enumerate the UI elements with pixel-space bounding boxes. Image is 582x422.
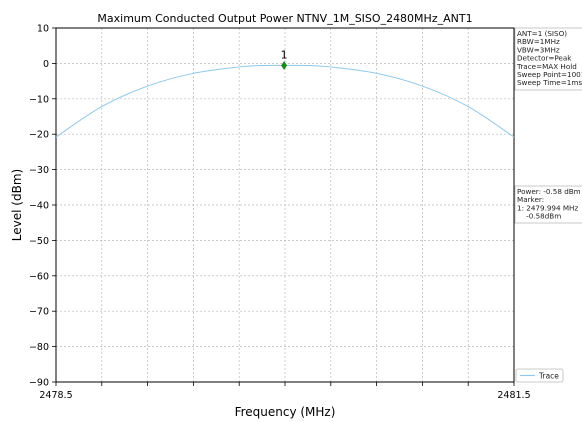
y-tick-label: −60 [29,271,49,282]
settings-lines: ANT=1 (SISO)RBW=1MHzVBW=3MHzDetector=Pea… [516,29,582,87]
x-axis-label: Frequency (MHz) [235,405,336,419]
result-line: -0.58dBm [517,212,561,221]
ticks [52,27,515,386]
y-tick-labels: 10 0 −10 −20 −30 −40 −50 −60 −70 −80 −90 [29,24,49,389]
settings-line: Sweep Point=1001 [517,70,582,79]
settings-line: Trace=MAX Hold [516,62,577,71]
result-line: Marker: [517,195,544,204]
y-axis-label: Level (dBm) [10,169,24,241]
grid [56,28,514,382]
result-box-frame [514,185,582,224]
x-tick-label: 2481.5 [497,390,530,401]
marker-label: 1 [281,48,288,61]
legend-frame [515,368,564,383]
legend: Trace [515,368,564,383]
marker-diamond [281,60,288,70]
marker-layer: 1 [281,48,288,70]
settings-line: Detector=Peak [517,54,572,63]
settings-line: VBW=3MHz [517,45,560,54]
y-tick-label: 0 [43,59,49,70]
x-tick-label: 2478.5 [39,390,72,401]
result-line: Power: -0.58 dBm [517,187,581,196]
y-tick-label: −80 [29,342,49,353]
settings-line: Sweep Time=1ms [517,78,582,87]
settings-box-frame [514,27,582,91]
y-tick-label: −90 [29,378,49,389]
y-tick-label: −20 [29,130,49,141]
settings-line: RBW=1MHz [517,37,560,46]
y-tick-label: −40 [29,201,49,212]
x-tick-labels: 2478.5 2481.5 [39,390,530,401]
settings-box: ANT=1 (SISO)RBW=1MHzVBW=3MHzDetector=Pea… [514,27,582,91]
y-tick-label: −70 [29,307,49,318]
settings-line: ANT=1 (SISO) [517,29,567,38]
y-tick-label: −10 [29,94,49,105]
legend-label: Trace [538,372,559,381]
y-tick-label: 10 [37,24,49,35]
result-line: 1: 2479.994 MHz [517,203,578,212]
chart-title: Maximum Conducted Output Power NTNV_1M_S… [97,12,472,25]
y-tick-label: −50 [29,236,49,247]
y-tick-label: −30 [29,165,49,176]
